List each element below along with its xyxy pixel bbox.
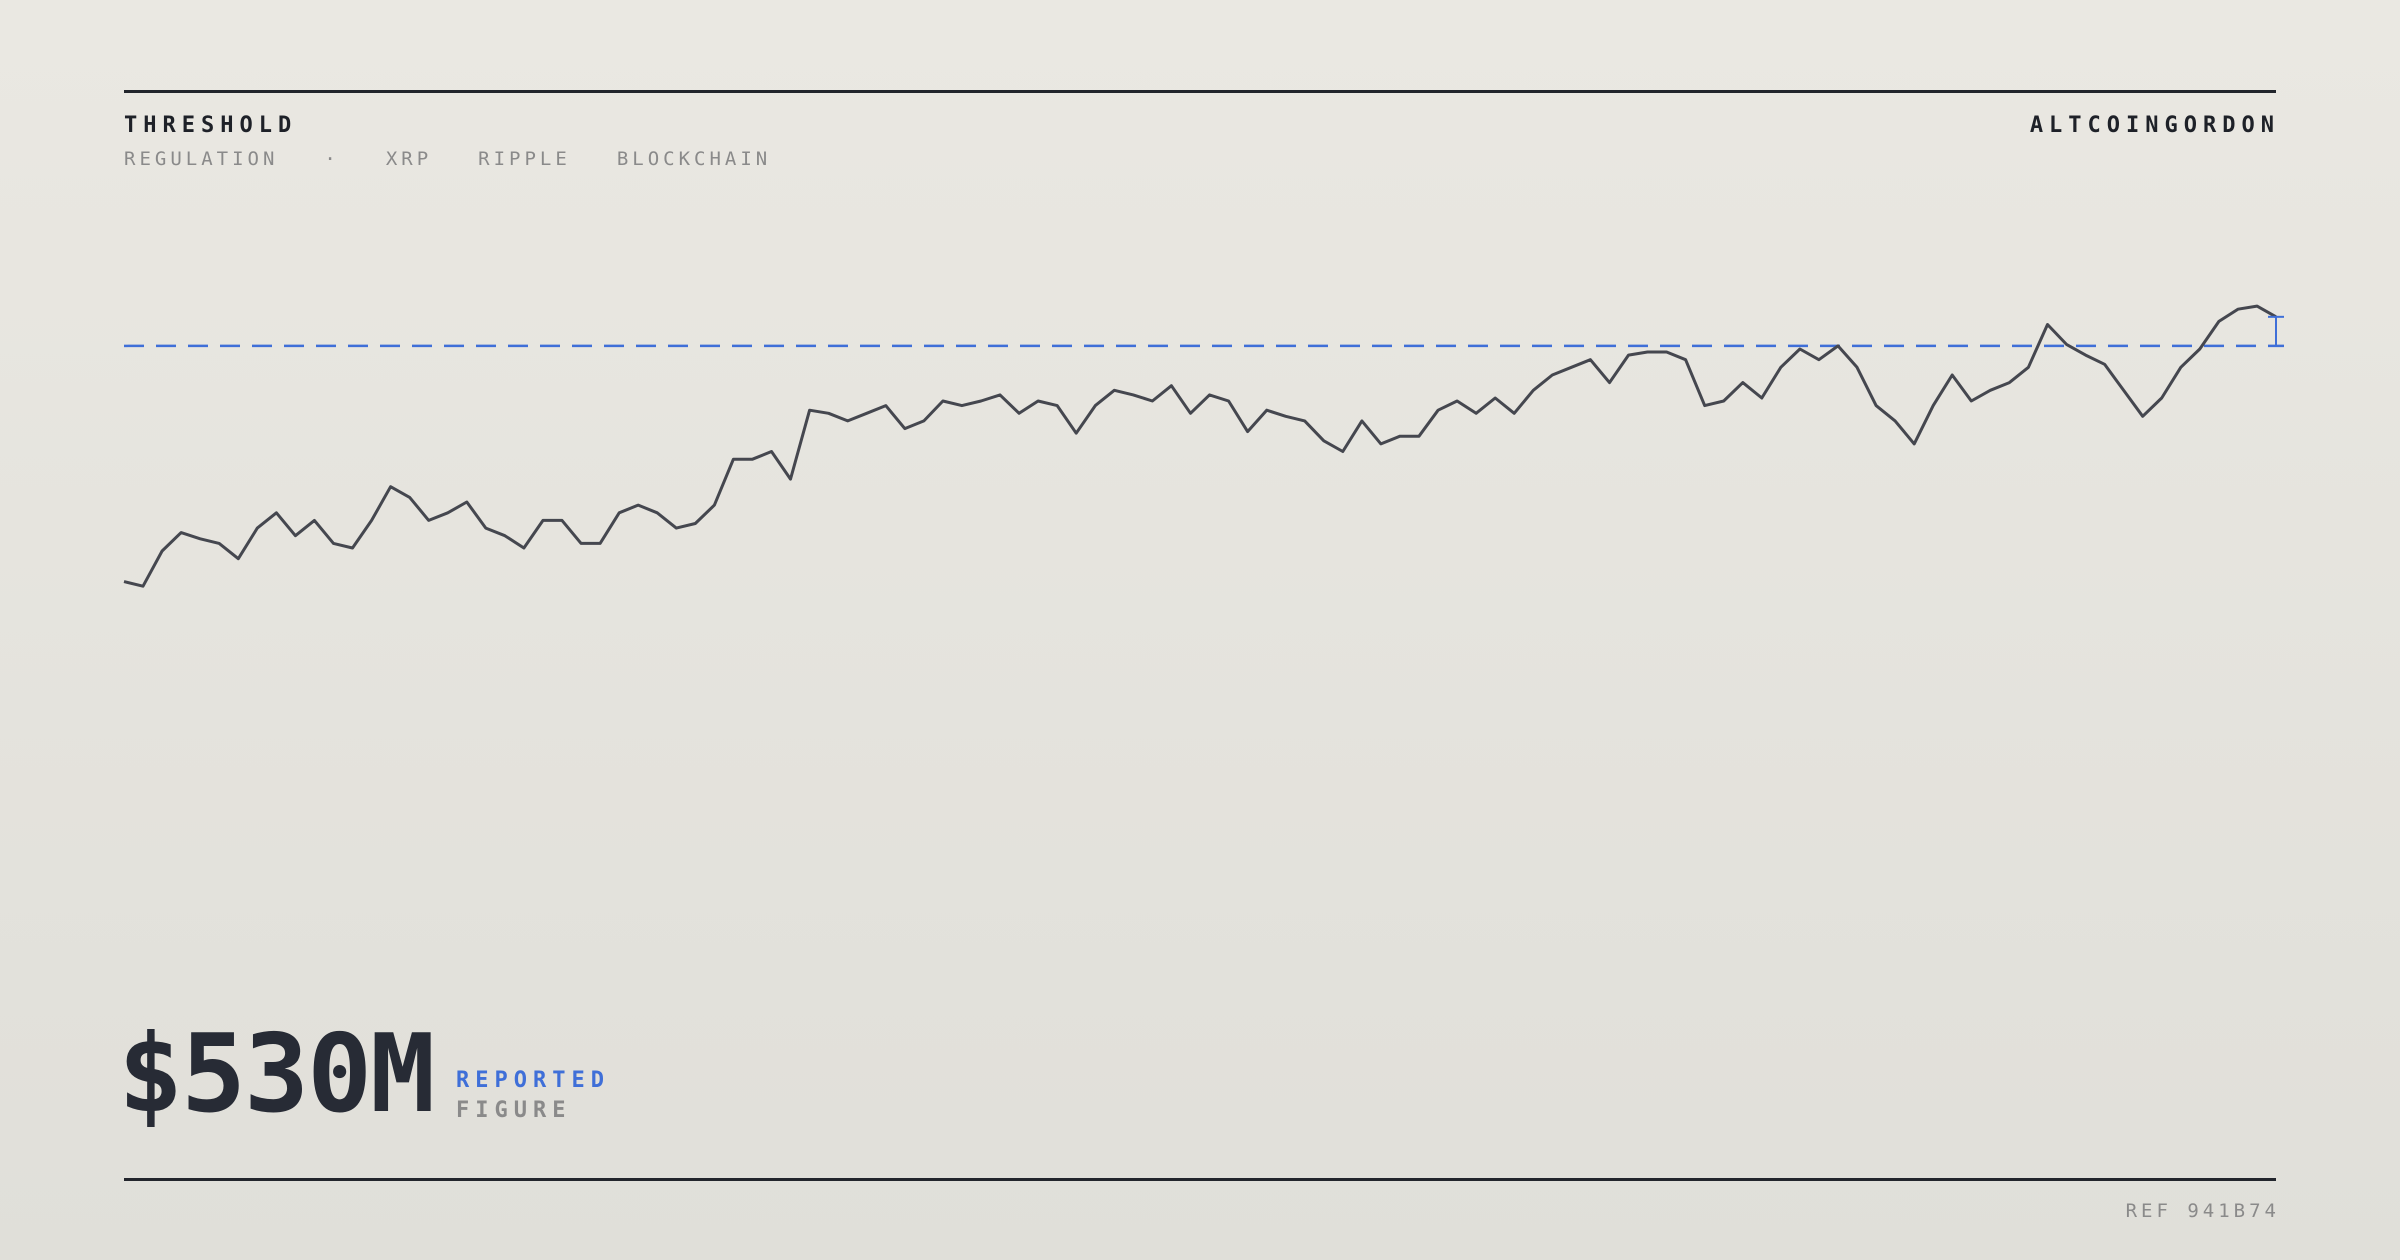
figure-value: $530M (118, 1012, 435, 1137)
figure-label: REPORTED (456, 1068, 610, 1093)
tag: RIPPLE (478, 148, 571, 170)
title: THRESHOLD (124, 113, 298, 138)
figure-label: FIGURE (456, 1098, 572, 1123)
top-rule (124, 90, 2276, 93)
bottom-rule (124, 1178, 2276, 1181)
price-line (123, 304, 2277, 588)
tag: BLOCKCHAIN (616, 148, 772, 170)
brand: ALTCOINGORDON (2029, 113, 2280, 138)
tag: · (324, 148, 340, 170)
tag: REGULATION (124, 148, 279, 170)
ref: REF 941B74 (2125, 1200, 2280, 1222)
tags: REGULATION · XRP RIPPLE BLOCKCHAIN (124, 148, 771, 170)
tag: XRP (385, 148, 433, 170)
